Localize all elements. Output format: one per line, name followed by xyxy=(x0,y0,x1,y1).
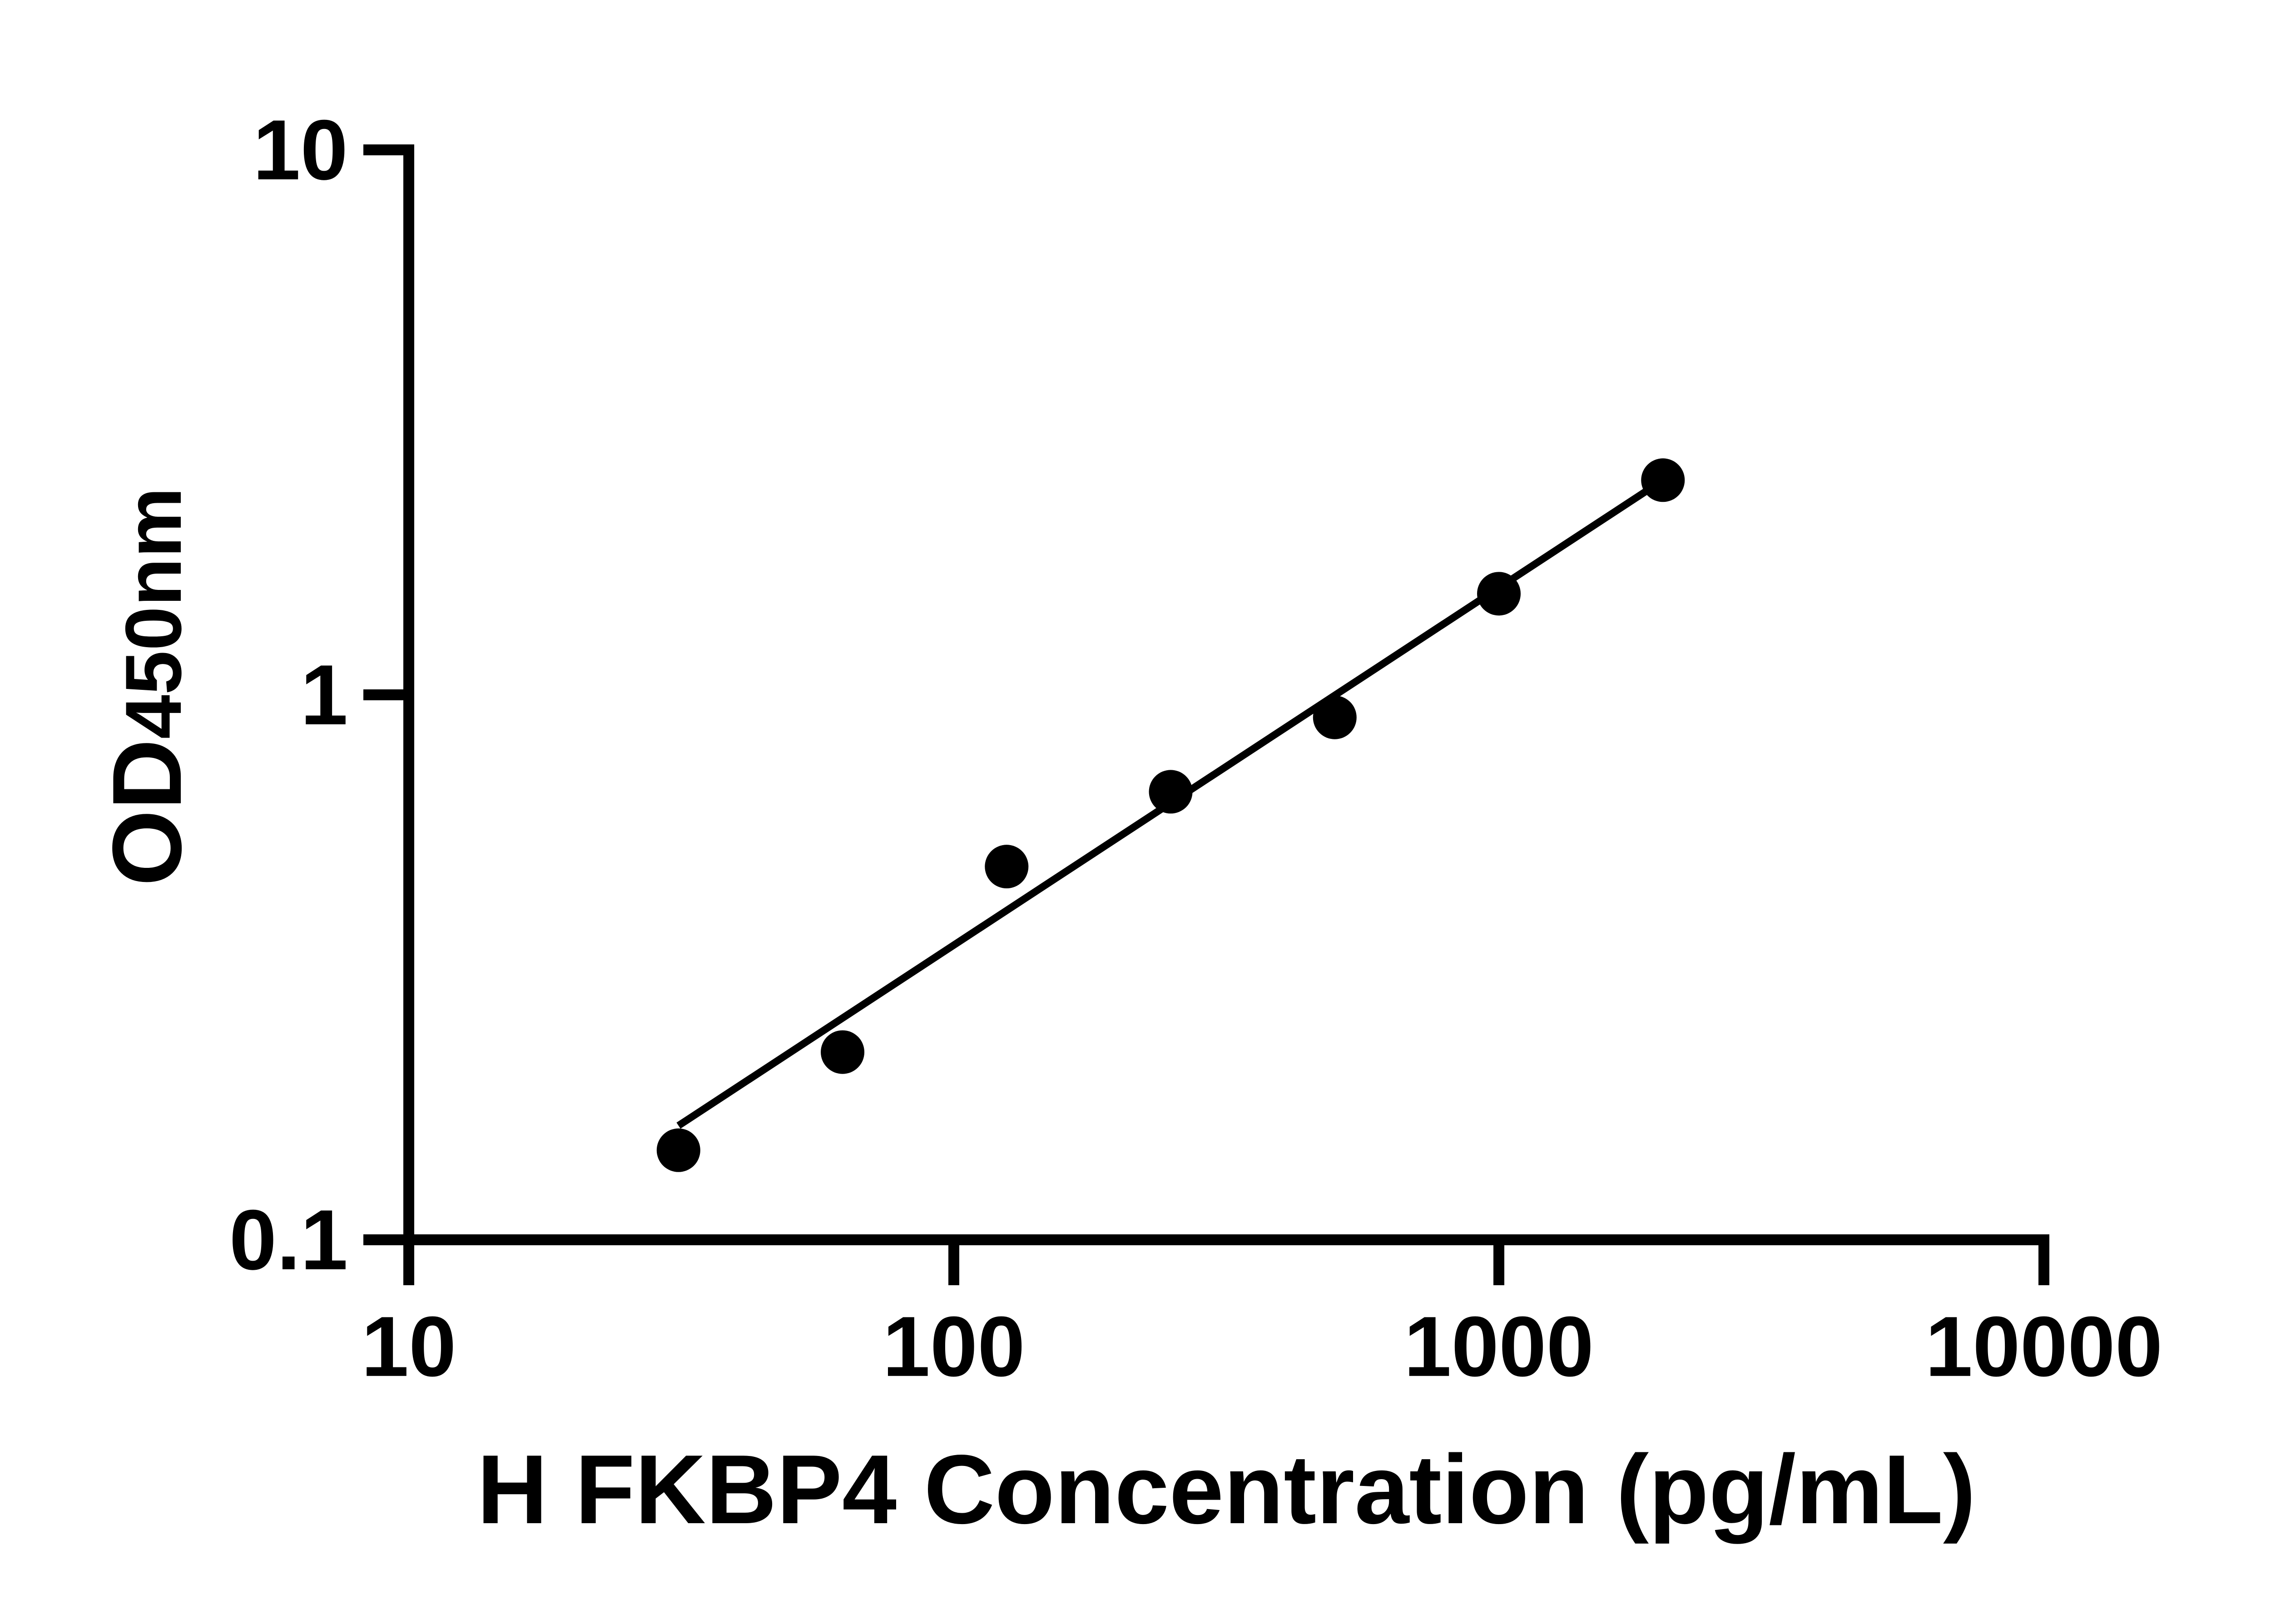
x-axis-title: H FKBP4 Concentration (pg/mL) xyxy=(477,1434,1976,1544)
axes-group xyxy=(403,144,2049,1245)
data-point xyxy=(821,1030,865,1074)
ticks-group xyxy=(363,144,2049,1285)
data-point xyxy=(985,845,1029,889)
plot-group xyxy=(656,458,1685,1172)
x-tick-label: 1000 xyxy=(1404,1299,1594,1394)
y-axis-title-main: OD xyxy=(92,739,202,886)
y-tick-label: 0.1 xyxy=(229,1192,348,1287)
data-point xyxy=(656,1128,700,1172)
x-tick-label: 10000 xyxy=(1925,1299,2163,1394)
data-point xyxy=(1477,572,1521,616)
x-tick-label: 100 xyxy=(883,1299,1025,1394)
x-tick-label: 10 xyxy=(361,1299,456,1394)
y-tick-label: 1 xyxy=(300,647,348,743)
y-axis-title: OD450nm xyxy=(92,487,202,886)
data-point xyxy=(1149,770,1193,814)
y-tick-label: 10 xyxy=(253,102,348,198)
tick-labels-group: 10 100 1000 10000 0.1 1 10 xyxy=(229,102,2163,1394)
y-axis-title-subscript: 450nm xyxy=(109,487,198,739)
data-point xyxy=(1313,695,1357,739)
data-point xyxy=(1641,458,1685,502)
